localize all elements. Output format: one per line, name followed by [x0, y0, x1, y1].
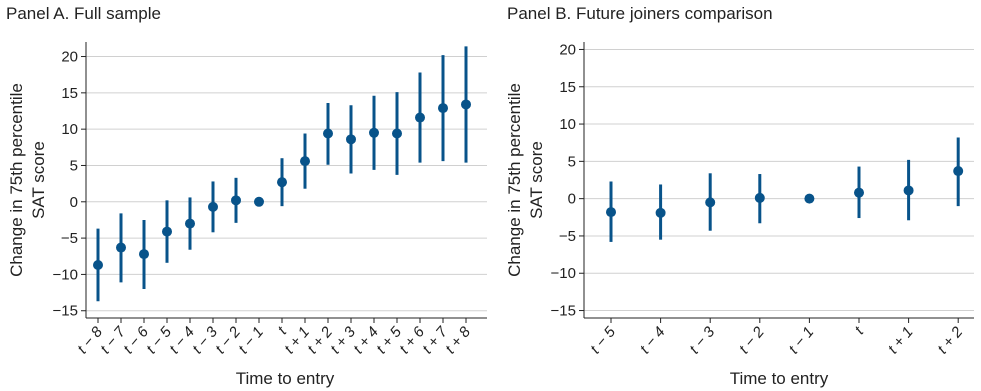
panel-a-data-point: [277, 177, 287, 188]
panel-a-data-point: [162, 226, 172, 237]
panel-b-y-axis-title: Change in 75th percentile: [505, 83, 524, 277]
panel-b-y-tick-label: −15: [551, 303, 576, 320]
panel-b-title: Panel B. Future joiners comparison: [507, 4, 773, 23]
panel-b-data-point: [606, 207, 616, 218]
panel-b-data-point: [655, 207, 666, 218]
panel-a-y-tick-label: −5: [61, 230, 78, 247]
panel-a-y-tick-label: 10: [61, 121, 78, 138]
panel-a-data-point: [392, 128, 402, 139]
panel-a-x-tick-label: t + 8: [442, 323, 474, 357]
panel-a-y-axis-title: Change in 75th percentile: [7, 83, 26, 277]
panel-b-x-tick-label: t − 3: [686, 323, 718, 357]
panel-b-data-point: [903, 185, 914, 196]
panel-b-x-tick-label: t − 5: [587, 323, 619, 357]
panel-a-data-point: [93, 259, 103, 270]
panel-b-y-tick-label: 0: [568, 191, 576, 208]
panel-b-y-axis-title: SAT score: [527, 141, 546, 219]
panel-a-data-point: [300, 156, 310, 167]
panel-b-x-tick-label: t + 1: [885, 324, 917, 358]
panel-b-y-tick-label: −5: [559, 228, 576, 245]
panel-b-data-point: [754, 192, 765, 203]
panel-a-title: Panel A. Full sample: [6, 4, 161, 23]
panel-a-data-point: [185, 218, 195, 229]
panel-a-data-point: [231, 195, 241, 206]
panel-a-data-point: [116, 242, 126, 253]
panel-b-data-point: [804, 193, 815, 204]
panel-b-y-tick-label: −10: [551, 265, 576, 282]
panel-b-y-tick-label: 5: [568, 153, 576, 170]
panel-a-data-point: [208, 201, 218, 212]
panel-b-data-point: [953, 166, 964, 177]
panel-b-x-tick-label: t − 1: [785, 324, 817, 358]
panel-a-data-point: [369, 127, 379, 138]
panel-b-y-tick-label: 10: [559, 116, 576, 133]
panel-a-y-tick-label: 20: [61, 49, 78, 66]
panel-b-x-tick-label: t − 2: [736, 323, 768, 357]
panel-a-data-point: [438, 103, 448, 114]
panel-b-data-point: [705, 197, 716, 208]
panel-a-data-point: [254, 196, 264, 207]
panel-b-y-tick-label: 20: [559, 41, 576, 58]
panel-b-x-tick-label: t: [851, 323, 867, 338]
panel-a-x-tick-label: t: [274, 323, 290, 338]
panel-b-x-axis-title: Time to entry: [730, 369, 829, 388]
panel-b-data-point: [854, 187, 864, 198]
panel-b-x-tick-label: t − 4: [637, 324, 669, 358]
panel-a-y-tick-label: −10: [53, 266, 78, 283]
panel-a-data-point: [323, 128, 333, 139]
panel-a-data-point: [415, 112, 425, 123]
panel-a-y-tick-label: 0: [70, 194, 78, 211]
panel-b-x-tick-label: t + 2: [934, 323, 966, 357]
panel-a-y-tick-label: −15: [53, 303, 78, 320]
panel-a-data-point: [461, 99, 471, 110]
panel-a-y-axis-title: SAT score: [29, 141, 48, 219]
panel-b-y-tick-label: 15: [559, 79, 576, 96]
panel-a-y-tick-label: 15: [61, 85, 78, 102]
panel-a-data-point: [346, 134, 356, 145]
panel-a-y-tick-label: 5: [70, 157, 78, 174]
panel-a-data-point: [139, 249, 149, 260]
panel-a-x-axis-title: Time to entry: [236, 369, 335, 388]
panel-a-x-tick-label: t − 1: [235, 324, 267, 358]
